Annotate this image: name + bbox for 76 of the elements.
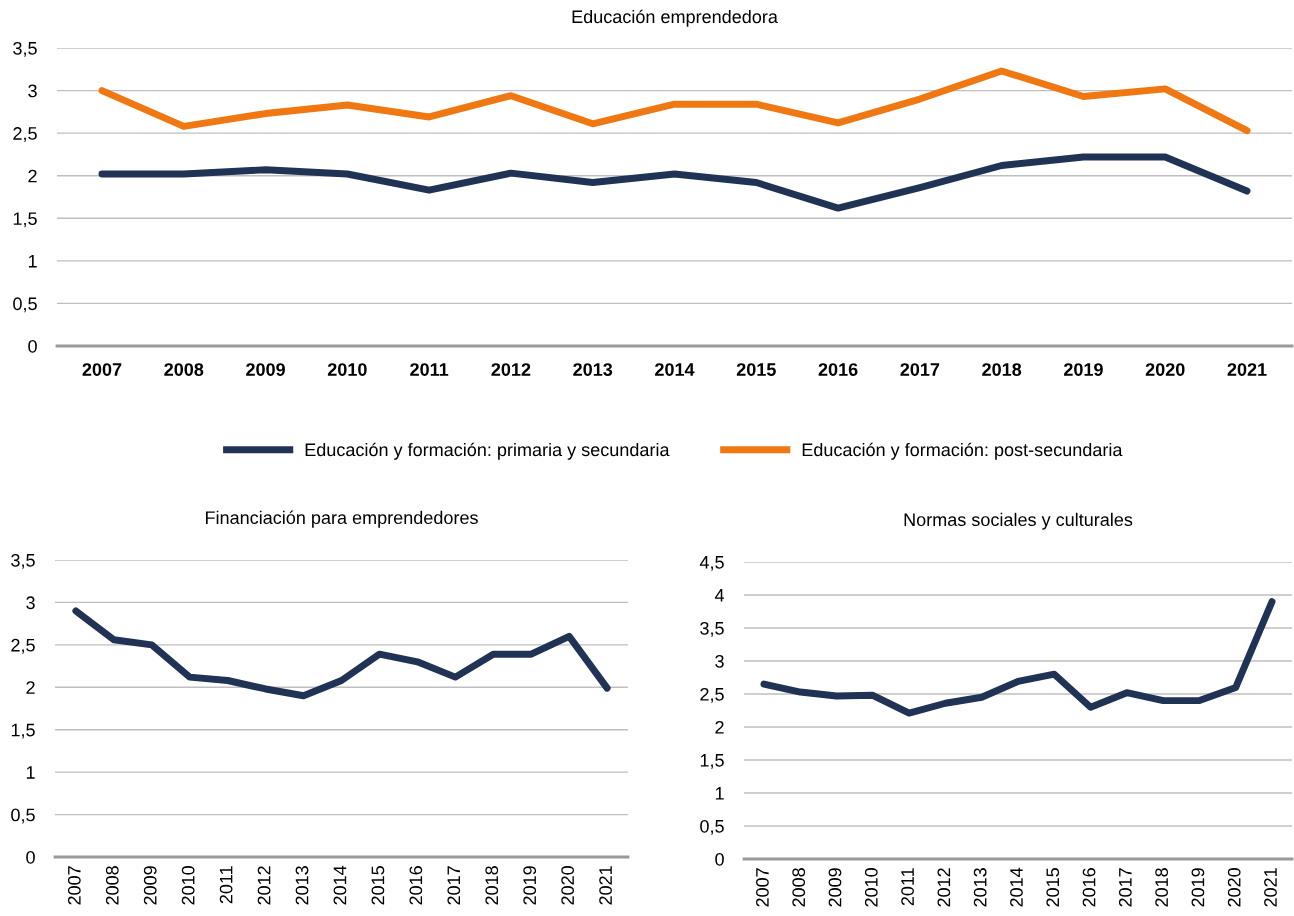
y-tick-label: 0,5 — [11, 808, 35, 824]
x-tick-label: 2019 — [1063, 363, 1103, 376]
x-tick-label: 2016 — [409, 866, 423, 905]
y-tick-label: 0,5 — [13, 297, 37, 313]
x-tick-label: 2019 — [523, 866, 537, 905]
y-tick-label: 1,5 — [11, 723, 35, 739]
y-tick-label: 0,5 — [700, 819, 724, 835]
x-tick-label: 2021 — [599, 866, 612, 905]
x-tick-label: 2021 — [1227, 363, 1267, 376]
chart-title: Normas sociales y culturales — [904, 512, 1133, 530]
y-tick-label: 2,5 — [13, 127, 37, 142]
y-tick-label: 4,5 — [699, 556, 724, 571]
x-tick-label: 2013 — [573, 363, 613, 376]
x-tick-label: 2016 — [1082, 868, 1096, 907]
x-tick-label: 2010 — [327, 363, 367, 376]
x-tick-label: 2013 — [295, 866, 309, 905]
x-tick-label: 2015 — [371, 866, 385, 905]
x-tick-label: 2010 — [864, 868, 878, 907]
y-tick-label: 3,5 — [13, 41, 37, 57]
y-tick-label: 1 — [26, 766, 35, 779]
x-tick-label: 2013 — [973, 868, 987, 907]
x-tick-label: 2012 — [491, 363, 531, 376]
x-tick-label: 2017 — [1118, 868, 1132, 907]
x-tick-label: 2020 — [1145, 363, 1185, 376]
y-tick-label: 1 — [28, 254, 37, 268]
x-tick-label: 2007 — [67, 866, 81, 905]
chart-title: Financiación para emprendedores — [205, 510, 478, 528]
x-tick-label: 2014 — [333, 865, 347, 905]
y-tick-label: 3,5 — [11, 553, 35, 569]
x-tick-label: 2009 — [828, 868, 842, 907]
x-tick-label: 2012 — [937, 868, 951, 907]
x-tick-label: 2020 — [561, 866, 575, 905]
x-tick-label: 2018 — [1155, 868, 1169, 907]
x-tick-label: 2007 — [82, 363, 122, 376]
x-tick-label: 2011 — [410, 363, 449, 376]
x-tick-label: 2010 — [181, 866, 195, 905]
x-tick-label: 2019 — [1191, 868, 1205, 907]
y-tick-label: 2 — [715, 720, 724, 734]
legend-label: Educación y formación: post-secundaria — [802, 442, 1123, 460]
y-tick-label: 0 — [28, 339, 37, 353]
x-tick-label: 2017 — [900, 363, 940, 376]
x-tick-label: 2009 — [246, 363, 285, 376]
x-tick-label: 2007 — [756, 868, 769, 907]
x-tick-label: 2015 — [736, 363, 776, 376]
x-tick-label: 2009 — [143, 866, 157, 905]
chart-title: Educación emprendedora — [572, 9, 778, 27]
x-tick-label: 2015 — [1046, 868, 1060, 907]
x-tick-label: 2021 — [1264, 868, 1277, 907]
x-tick-label: 2016 — [818, 363, 858, 376]
y-tick-label: 3 — [715, 654, 724, 668]
y-tick-label: 3,5 — [700, 621, 724, 637]
x-tick-label: 2014 — [655, 363, 695, 376]
y-tick-label: 1 — [715, 787, 724, 800]
y-tick-label: 1,5 — [13, 212, 37, 228]
x-tick-label: 2017 — [447, 866, 461, 905]
y-tick-label: 2,5 — [11, 638, 35, 654]
y-tick-label: 0 — [26, 850, 35, 864]
x-tick-label: 2018 — [982, 363, 1022, 376]
y-tick-label: 0 — [715, 852, 724, 866]
y-tick-label: 3 — [28, 84, 37, 98]
y-tick-label: 2 — [28, 169, 37, 183]
y-tick-label: 4 — [714, 589, 725, 602]
x-tick-label: 2011 — [219, 866, 233, 904]
x-tick-label: 2011 — [901, 868, 914, 906]
x-tick-label: 2008 — [792, 868, 806, 907]
x-tick-label: 2008 — [105, 866, 119, 905]
x-tick-label: 2014 — [1010, 867, 1023, 907]
y-tick-label: 3 — [26, 596, 35, 610]
x-tick-label: 2020 — [1227, 868, 1241, 907]
x-tick-label: 2008 — [164, 363, 204, 376]
y-tick-label: 2,5 — [700, 687, 724, 703]
y-tick-label: 2 — [26, 681, 35, 694]
legend-label: Educación y formación: primaria y secundaria — [305, 442, 670, 460]
x-tick-label: 2018 — [485, 866, 499, 905]
x-tick-label: 2012 — [257, 866, 271, 905]
y-tick-label: 1,5 — [700, 754, 724, 769]
